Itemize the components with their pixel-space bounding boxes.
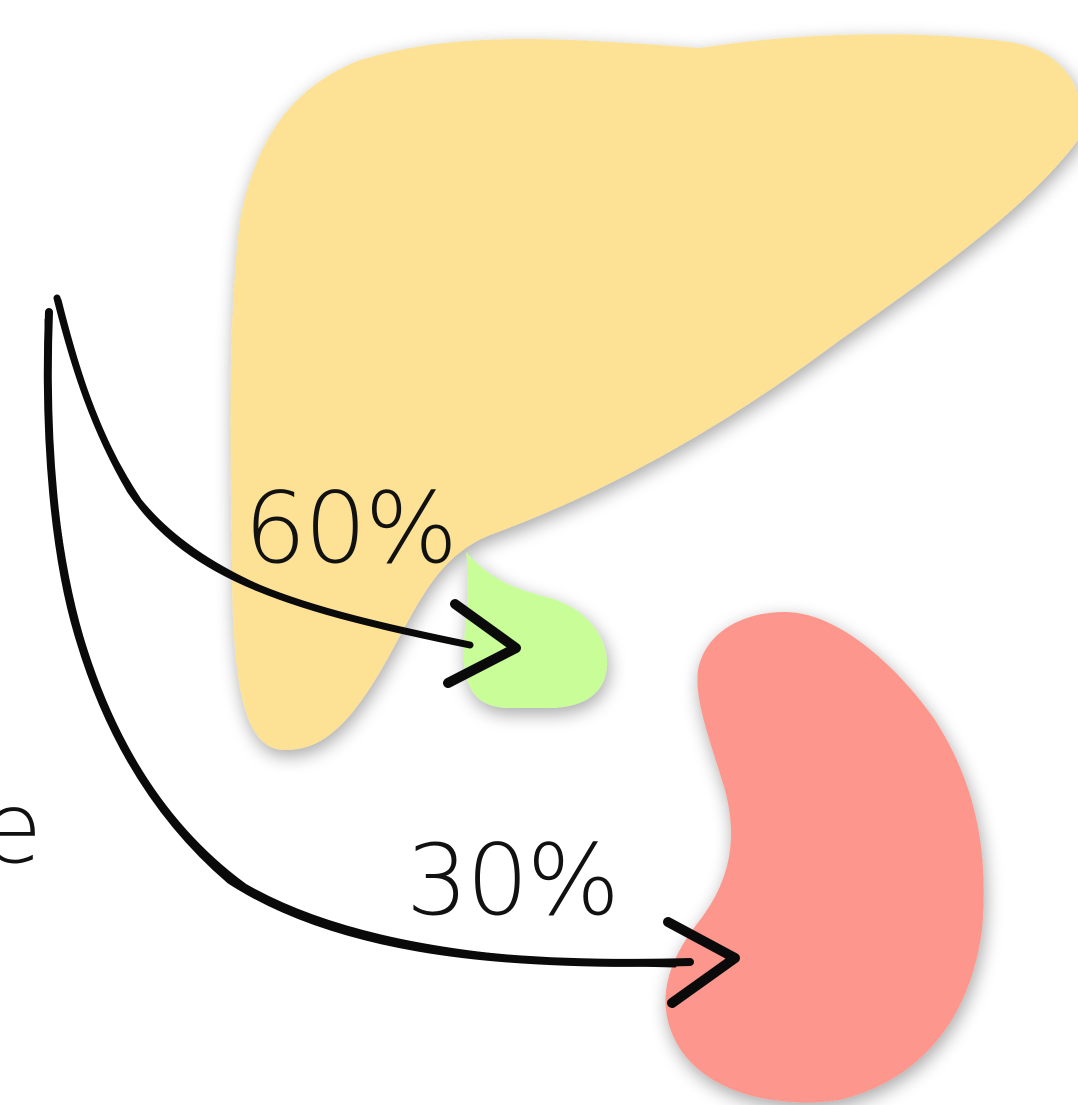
large-organ-shape — [230, 34, 1078, 750]
percent-label-small-organ: 60% — [244, 472, 456, 586]
arrow-head-small-organ — [443, 599, 521, 688]
bean-organ-shape — [665, 612, 984, 1103]
arrow-to-small-organ — [53, 294, 521, 688]
clipped-left-label: e — [0, 772, 42, 886]
arrow-head-bean-organ — [663, 917, 740, 1008]
percent-label-bean-organ: 30% — [406, 824, 618, 938]
arrow-to-bean-organ — [43, 308, 740, 1008]
small-organ-shape — [463, 552, 608, 708]
